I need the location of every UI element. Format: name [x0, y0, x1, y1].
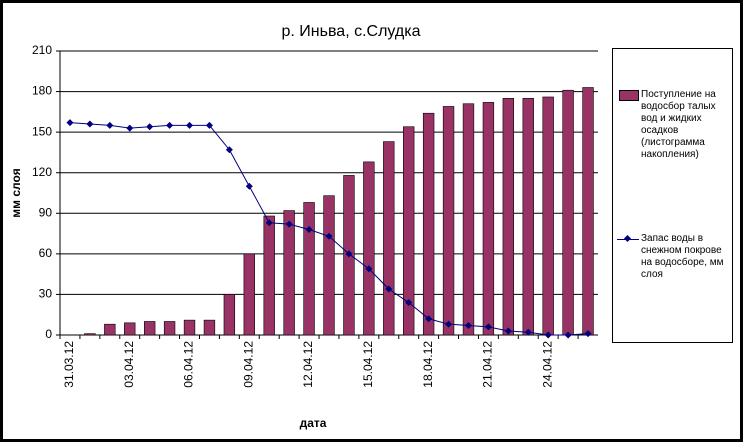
marker	[385, 285, 393, 293]
y-tick-label: 120	[32, 165, 52, 179]
y-tick-label: 150	[32, 124, 52, 138]
legend-label: Поступление на водосбор талых вод и жидк…	[641, 89, 716, 160]
bar	[124, 322, 136, 336]
bar	[283, 210, 295, 336]
bar	[243, 253, 255, 336]
bar	[502, 98, 515, 336]
bar	[383, 141, 395, 336]
marker	[365, 265, 373, 273]
bar	[223, 294, 236, 336]
x-tick-label: 15.04.12	[361, 341, 375, 388]
x-tick-label: 12.04.12	[301, 341, 315, 388]
bar	[183, 319, 196, 336]
legend-entry: Поступление на водосбор талых вод и жидк…	[617, 89, 731, 161]
legend-swatch	[617, 233, 641, 245]
marker	[285, 220, 293, 228]
marker	[66, 119, 74, 127]
x-tick-label: 09.04.12	[241, 341, 255, 388]
marker	[524, 328, 532, 336]
marker	[305, 226, 313, 234]
legend-entry: Запас воды в снежном покрове на водосбор…	[617, 233, 731, 281]
bar	[323, 195, 335, 336]
marker	[126, 124, 134, 132]
x-tick-label: 18.04.12	[421, 341, 435, 388]
bar	[522, 98, 534, 336]
marker	[186, 121, 194, 129]
bar	[143, 321, 156, 336]
y-tick-label: 180	[32, 84, 52, 98]
bar	[442, 106, 455, 336]
marker	[405, 299, 413, 307]
bar	[203, 319, 216, 336]
marker	[584, 330, 592, 338]
bar	[104, 323, 116, 336]
x-tick-label: 03.04.12	[122, 341, 136, 388]
marker	[225, 146, 233, 154]
marker	[484, 323, 492, 331]
marker	[544, 331, 552, 339]
legend: Поступление на водосбор талых вод и жидк…	[612, 48, 733, 343]
marker	[425, 315, 433, 323]
marker	[464, 322, 472, 330]
y-tick-label: 210	[32, 43, 52, 57]
marker	[504, 327, 512, 335]
x-tick-label: 31.03.12	[62, 341, 76, 388]
marker	[146, 123, 154, 131]
bar	[363, 161, 375, 336]
bar	[403, 126, 415, 336]
marker	[564, 331, 572, 339]
bar	[562, 89, 574, 336]
x-tick-label: 24.04.12	[540, 341, 554, 388]
marker	[345, 250, 353, 258]
legend-swatch	[617, 89, 641, 101]
y-tick-label: 90	[39, 205, 53, 219]
x-tick-label: 06.04.12	[182, 341, 196, 388]
bar	[542, 96, 554, 336]
legend-label: Запас воды в снежном покрове на водосбор…	[641, 233, 724, 280]
bar	[303, 202, 315, 336]
bar	[84, 333, 96, 336]
bar	[163, 321, 176, 336]
bar	[422, 112, 435, 336]
bar	[482, 102, 495, 336]
marker	[245, 182, 253, 190]
chart-svg: р. Иньва, с.Слудка дата мм слоя 0 30 60 90 1…	[9, 23, 598, 430]
y-axis-label: мм слоя	[9, 168, 23, 217]
y-tick-label: 60	[39, 246, 53, 260]
bar	[582, 87, 594, 336]
marker	[265, 219, 273, 227]
bar	[462, 103, 475, 336]
marker	[86, 120, 94, 128]
marker	[166, 121, 174, 129]
x-tick-label: 21.04.12	[481, 341, 495, 388]
marker	[106, 121, 114, 129]
y-tick-label: 0	[45, 327, 52, 341]
chart-title: р. Иньва, с.Слудка	[282, 23, 421, 40]
y-tick-label: 30	[39, 287, 53, 301]
marker	[325, 232, 333, 240]
marker	[205, 121, 213, 129]
bar	[263, 215, 275, 336]
marker	[445, 320, 453, 328]
x-axis-label: дата	[300, 416, 327, 430]
